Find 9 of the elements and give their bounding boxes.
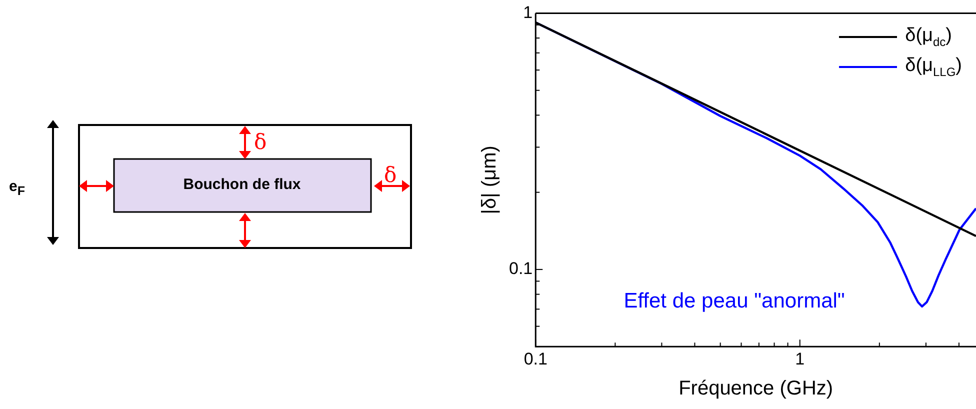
x-axis-title: Fréquence (GHz): [678, 378, 834, 400]
annotation: Effet de peau "anormal": [624, 289, 845, 312]
text: e$_{F}$: [9, 178, 25, 198]
text: Bouchon de flux: [183, 176, 301, 193]
text: δ: [254, 130, 267, 154]
y-axis-title: |δ| (μm): [478, 146, 501, 214]
text: δ: [384, 163, 397, 187]
legend-label: δ(μ$_{dc}$): [905, 25, 952, 49]
legend-label: δ(μ$_{LLG}$): [905, 55, 962, 79]
